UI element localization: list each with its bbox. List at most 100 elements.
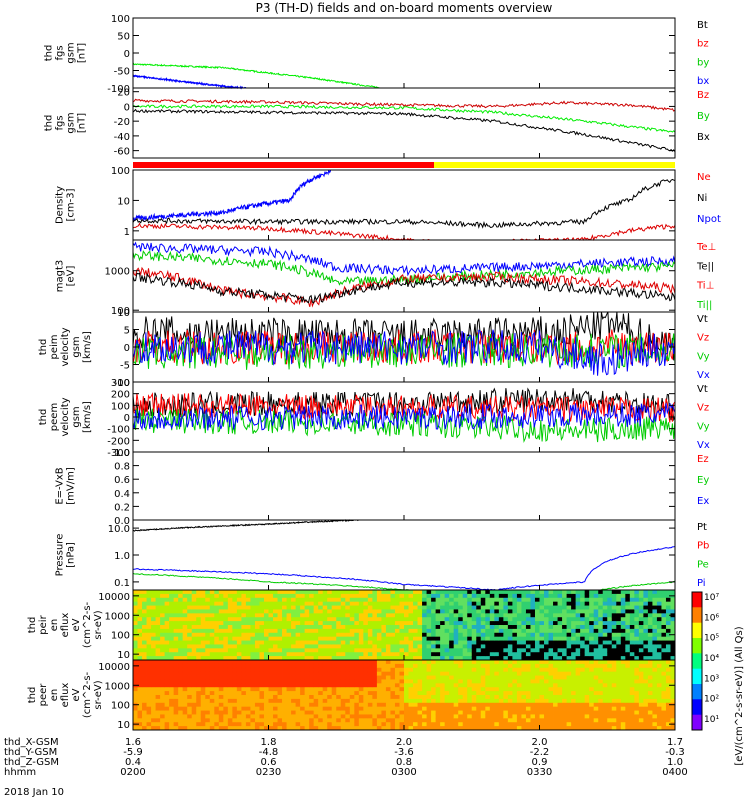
spectrogram-cell (146, 625, 152, 630)
spectrogram-cell (431, 605, 437, 610)
spectrogram-cell (223, 652, 229, 657)
spectrogram-cell (142, 671, 147, 676)
spectrogram-cell (259, 663, 265, 669)
spectrogram-cell (151, 706, 156, 711)
spectrogram-cell (133, 710, 138, 715)
spectrogram-cell (318, 652, 324, 657)
spectrogram-cell (616, 706, 622, 711)
spectrogram-cell (160, 617, 166, 622)
spectrogram-cell (376, 644, 382, 649)
spectrogram-cell (340, 621, 346, 626)
spectrogram-cell (268, 675, 274, 680)
spectrogram-cell (300, 706, 306, 711)
spectrogram-cell (209, 640, 215, 645)
spectrogram-cell (647, 726, 653, 731)
spectrogram-cell (273, 648, 278, 653)
spectrogram-cell (431, 702, 437, 708)
spectrogram-cell (584, 613, 590, 618)
spectrogram-cell (548, 640, 554, 645)
spectrogram-cell (349, 621, 355, 626)
spectrogram-cell (602, 644, 608, 649)
spectrogram-cell (426, 617, 432, 622)
spectrogram-cell (512, 605, 518, 610)
spectrogram-cell (372, 605, 378, 610)
spectrogram-cell (575, 706, 581, 711)
spectrogram-cell (458, 640, 464, 645)
spectrogram-cell (191, 698, 197, 704)
y-axis-label-line: sr-eV) (93, 610, 104, 639)
spectrogram-cell (548, 695, 554, 700)
spectrogram-cell (349, 648, 355, 653)
spectrogram-cell (638, 660, 644, 665)
spectrogram-cell (458, 625, 464, 630)
spectrogram-cell (580, 644, 586, 649)
spectrogram-cell (580, 706, 586, 711)
spectrogram-cell (372, 710, 378, 715)
spectrogram-cell (381, 702, 387, 708)
spectrogram-cell (146, 628, 152, 634)
spectrogram-cell (647, 698, 653, 704)
y-tick-label: 10 (117, 308, 130, 319)
spectrogram-cell (182, 695, 188, 700)
spectrogram-cell (345, 597, 351, 603)
spectrogram-cell (530, 636, 536, 641)
spectrogram-cell (277, 679, 283, 684)
spectrogram-cell (218, 702, 224, 708)
y-axis-label-line: E=-VxB (55, 467, 66, 504)
spectrogram-cell (291, 698, 296, 704)
spectrogram-cell (178, 722, 184, 727)
spectrogram-cell (263, 710, 269, 715)
spectrogram-cell (250, 722, 256, 727)
spectrogram-cell (363, 648, 369, 653)
spectrogram-cell (489, 644, 495, 649)
spectrogram-cell (548, 718, 554, 723)
spectrogram-cell (295, 597, 301, 603)
spectrogram-cell (584, 679, 590, 684)
spectrogram-cell (304, 718, 310, 723)
spectrogram-cell (485, 656, 491, 661)
spectrogram-cell (462, 698, 468, 704)
spectrogram-cell (620, 660, 626, 665)
spectrogram-cell (146, 714, 152, 719)
spectrogram-cell (196, 628, 202, 634)
spectrogram-cell (304, 609, 310, 614)
spectrogram-cell (200, 710, 206, 715)
spectrogram-cell (142, 706, 147, 711)
spectrogram-cell (575, 687, 581, 692)
spectrogram-cell (440, 636, 446, 641)
spectrogram-cell (336, 710, 342, 715)
spectrogram-cell (313, 613, 319, 618)
spectrogram-cell (498, 660, 504, 665)
spectrogram-cell (611, 621, 617, 626)
spectrogram-cell (340, 714, 346, 719)
spectrogram-cell (656, 609, 662, 614)
spectrogram-cell (399, 601, 405, 606)
spectrogram-cell (462, 593, 468, 599)
spectrogram-cell (205, 640, 211, 645)
spectrogram-cell (444, 675, 450, 680)
y-axis-label-line: sr-eV) (93, 680, 104, 709)
spectrogram-cell (665, 636, 671, 641)
spectrogram-cell (453, 718, 459, 723)
spectrogram-cell (661, 625, 667, 630)
spectrogram-cell (385, 671, 391, 676)
spectrogram-cell (214, 683, 220, 688)
spectrogram-cell (404, 632, 409, 638)
spectrogram-cell (656, 667, 662, 673)
spectrogram-cell (440, 617, 446, 622)
spectrogram-cell (602, 656, 608, 661)
spectrogram-cell (376, 726, 382, 731)
spectrogram-cell (304, 621, 310, 626)
spectrogram-cell (376, 667, 382, 673)
spectrogram-cell (607, 660, 613, 665)
spectrogram-cell (571, 660, 577, 665)
spectrogram-cell (223, 687, 229, 692)
colorbar-tick-label: 10⁴ (704, 654, 719, 664)
spectrogram-cell (381, 695, 387, 700)
spectrogram-cell (164, 722, 170, 727)
spectrogram-cell (169, 726, 175, 731)
spectrogram-cell (656, 652, 662, 657)
spectrogram-cell (670, 625, 676, 630)
spectrogram-cell (489, 671, 495, 676)
spectrogram-cell (656, 621, 662, 626)
